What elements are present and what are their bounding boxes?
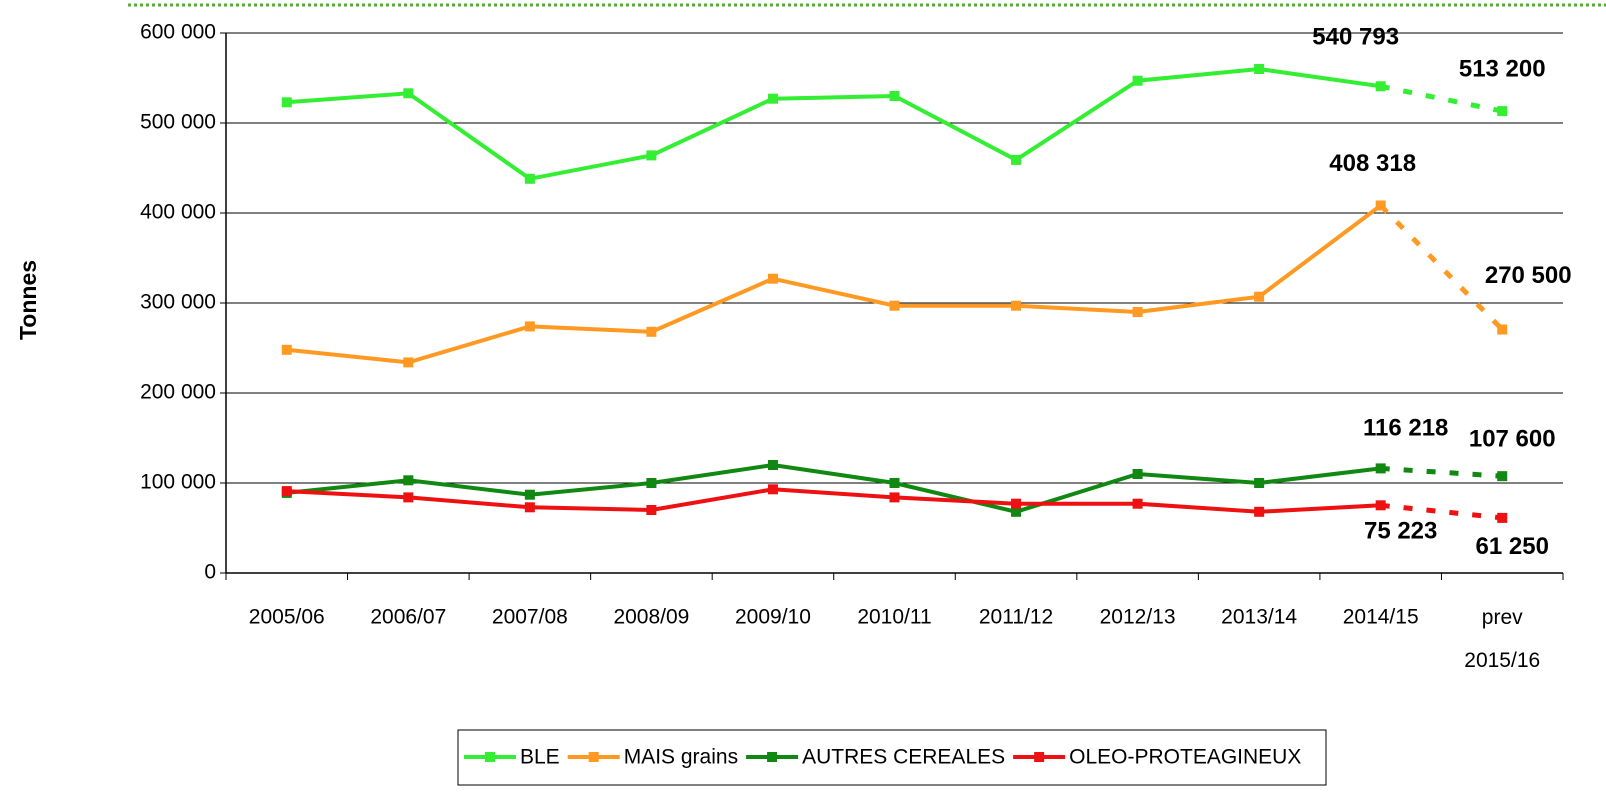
marker [1011, 154, 1022, 165]
marker [281, 486, 292, 497]
marker [1375, 500, 1386, 511]
marker [524, 502, 535, 513]
series-line [286, 462, 1381, 514]
x-tick-label: 2011/12 [979, 606, 1053, 629]
marker [281, 97, 292, 108]
data-label: 116 218 [1363, 415, 1448, 442]
y-tick-label: 500 000 [140, 111, 216, 134]
series-line [286, 487, 1381, 514]
marker [889, 478, 900, 488]
legend-marker [485, 752, 495, 762]
y-tick-label: 400 000 [140, 201, 216, 224]
x-tick-label: 2013/14 [1221, 606, 1297, 629]
marker [889, 492, 900, 503]
marker [524, 321, 535, 332]
y-tick-label: 100 000 [140, 471, 216, 494]
data-label: 408 318 [1329, 150, 1416, 177]
marker [1497, 471, 1508, 482]
marker [1011, 498, 1022, 509]
marker [1375, 200, 1386, 211]
x-tick-label: prev 2015/16 [1464, 606, 1540, 672]
x-tick-label: 2010/11 [857, 606, 931, 629]
legend-label: MAIS grains [624, 746, 738, 769]
x-tick-label: 2007/08 [492, 606, 568, 629]
marker [1497, 324, 1508, 335]
legend-marker [1034, 752, 1045, 762]
marker [646, 326, 657, 337]
data-label: 513 200 [1459, 55, 1546, 82]
marker [646, 478, 657, 488]
x-tick-label: 2009/10 [735, 606, 811, 629]
marker [1375, 463, 1386, 474]
marker [524, 489, 535, 500]
data-label: 75 223 [1364, 518, 1437, 545]
marker [767, 460, 778, 470]
marker [403, 357, 414, 368]
legend-label: OLEO-PROTEAGINEUX [1069, 746, 1301, 769]
series-forecast-line [1380, 465, 1503, 479]
series-line [286, 203, 1382, 365]
marker [1132, 469, 1143, 479]
marker [1132, 307, 1143, 317]
y-tick-label: 600 000 [140, 21, 216, 44]
marker [1254, 64, 1265, 74]
marker [403, 88, 414, 99]
marker [1497, 106, 1508, 117]
marker [403, 475, 414, 486]
marker [646, 505, 657, 515]
y-tick-label: 200 000 [140, 381, 216, 404]
legend-label: BLE [520, 746, 560, 769]
marker [281, 344, 292, 355]
marker [1011, 506, 1022, 517]
series-line [286, 66, 1381, 181]
marker [767, 273, 778, 284]
y-tick-label: 0 [204, 561, 216, 584]
data-label: 61 250 [1476, 533, 1549, 560]
marker [767, 93, 778, 104]
marker [646, 150, 657, 161]
data-label: 540 793 [1312, 24, 1399, 51]
legend-marker [767, 752, 778, 762]
data-label: 107 600 [1469, 426, 1556, 453]
x-tick-label: 2006/07 [370, 606, 446, 629]
x-tick-label: 2008/09 [613, 606, 689, 629]
marker [1254, 506, 1265, 517]
marker [403, 492, 414, 503]
marker [1375, 81, 1386, 92]
marker [1011, 300, 1022, 311]
marker [889, 300, 900, 311]
data-label: 270 500 [1485, 262, 1572, 289]
series-forecast-line [1378, 203, 1505, 332]
y-tick-label: 300 000 [140, 291, 216, 314]
marker [1132, 75, 1143, 86]
legend-label: AUTRES CEREALES [802, 746, 1005, 769]
marker [1254, 291, 1265, 302]
x-tick-label: 2012/13 [1100, 606, 1176, 629]
series-forecast-line [1380, 502, 1503, 521]
marker [889, 91, 900, 101]
x-tick-label: 2005/06 [249, 606, 325, 629]
x-tick-label: 2014/15 [1343, 606, 1419, 629]
marker [1254, 478, 1265, 488]
marker [1132, 498, 1143, 509]
legend-marker [588, 752, 599, 762]
marker [1497, 512, 1508, 523]
series-forecast-line [1380, 83, 1503, 114]
y-axis-label: Tonnes [15, 260, 41, 340]
marker [524, 173, 535, 184]
marker [767, 484, 778, 495]
